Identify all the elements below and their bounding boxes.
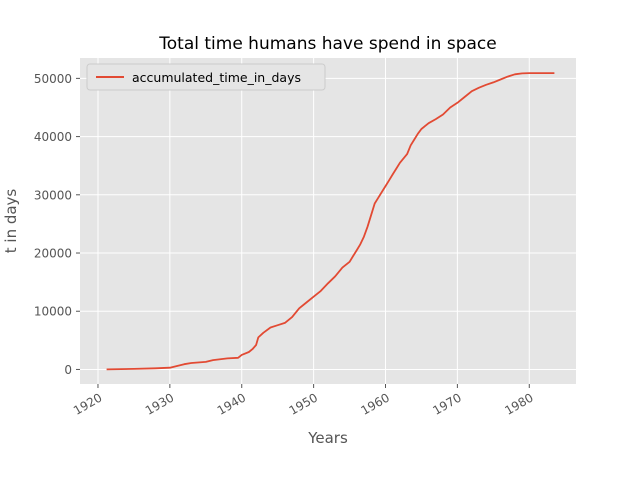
plot-area	[80, 58, 576, 384]
x-axis-label: Years	[307, 429, 348, 447]
grid-lines	[80, 58, 576, 384]
series-line-accumulated-time	[106, 72, 555, 371]
y-tick-label: 50000	[34, 72, 72, 86]
legend-label: accumulated_time_in_days	[132, 70, 301, 85]
y-tick-label: 20000	[34, 247, 72, 261]
y-axis-ticks: 0 10000 20000 30000 40000 50000	[34, 72, 80, 377]
y-tick-label: 10000	[34, 305, 72, 319]
chart-title: Total time humans have spend in space	[158, 34, 496, 54]
y-axis-label: t in days	[2, 189, 20, 254]
legend: accumulated_time_in_days	[86, 63, 326, 91]
y-tick-label: 0	[64, 363, 72, 377]
series-lines	[106, 72, 555, 371]
y-tick-label: 30000	[34, 188, 72, 202]
legend-box	[86, 63, 326, 91]
y-tick-label: 40000	[34, 130, 72, 144]
